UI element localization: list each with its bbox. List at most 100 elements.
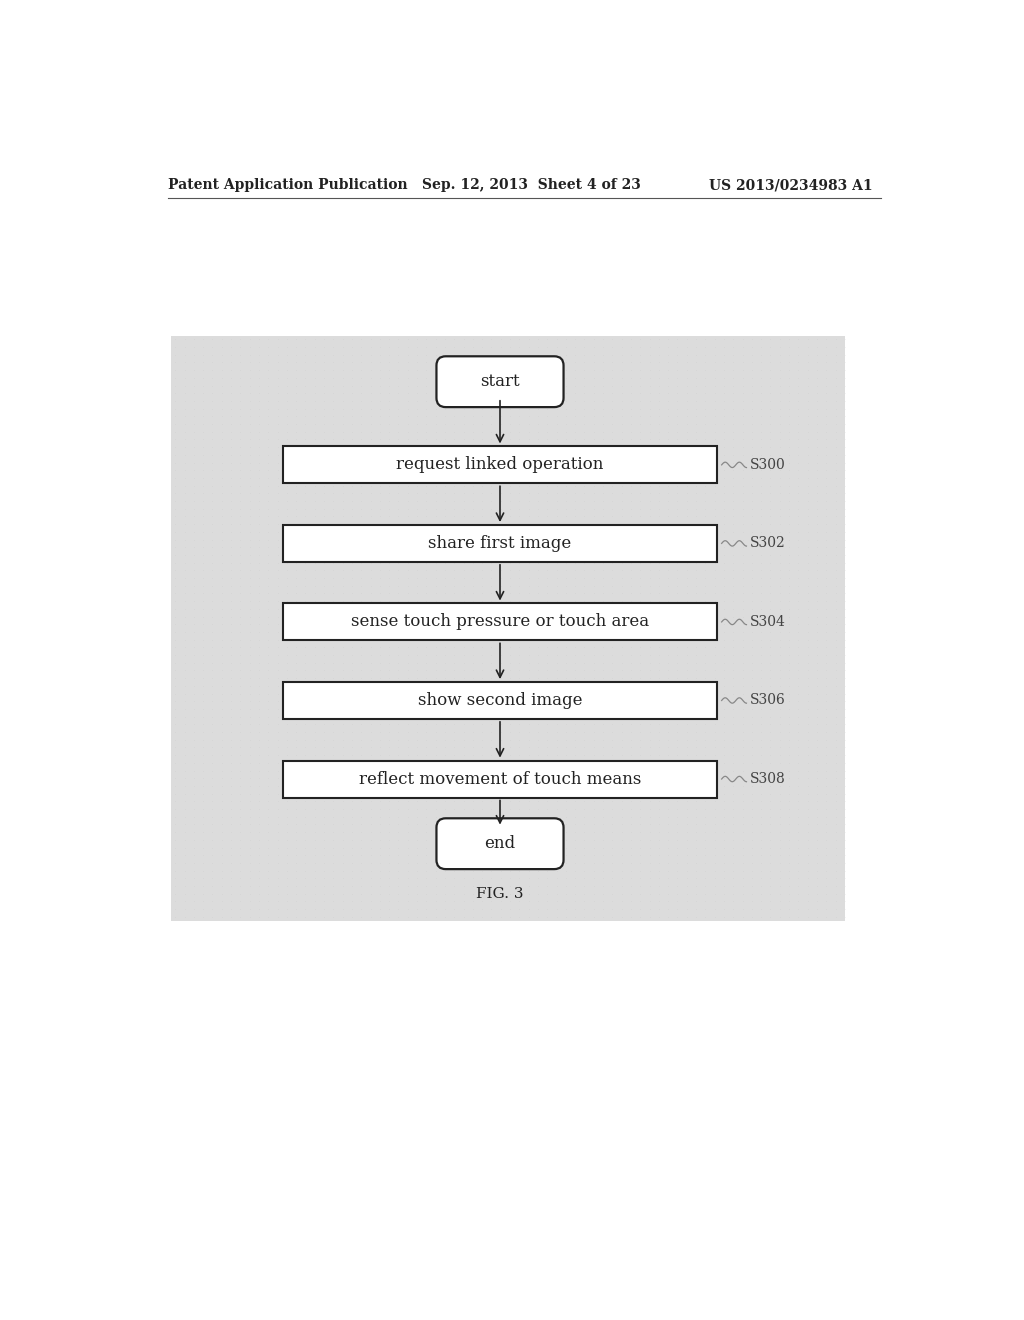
Point [837,537,853,558]
Point [679,907,695,928]
Point [493,752,509,774]
Point [493,690,509,711]
Point [707,729,723,750]
Point [753,521,769,543]
Point [734,622,751,643]
Point [437,853,454,874]
Point [613,682,630,704]
Point [446,644,463,665]
Point [372,521,388,543]
Point [297,690,313,711]
Point [381,576,397,597]
Point [167,807,183,828]
Point [315,783,332,804]
Point [242,544,258,565]
Point [511,352,527,374]
Point [697,614,714,635]
Point [214,483,230,504]
Point [791,706,807,727]
Point [650,837,667,858]
Point [409,729,425,750]
Point [185,421,202,442]
Point [595,652,611,673]
Point [223,907,240,928]
Point [306,814,323,836]
Point [344,883,360,904]
Point [465,752,481,774]
Point [409,891,425,912]
Point [251,630,267,651]
Point [549,544,565,565]
Point [791,907,807,928]
Point [781,359,798,380]
Point [223,682,240,704]
Point [558,768,574,789]
Point [427,636,443,657]
Point [279,568,295,589]
Point [483,375,500,396]
Point [185,513,202,535]
Point [176,660,193,681]
Point [762,760,778,781]
Point [558,630,574,651]
Point [288,498,304,519]
Point [827,907,844,928]
Point [381,682,397,704]
Point [697,861,714,882]
Point [214,775,230,796]
Point [818,760,835,781]
Point [297,682,313,704]
Point [279,521,295,543]
Point [335,521,351,543]
Point [791,552,807,573]
Point [297,560,313,581]
Point [399,421,416,442]
Point [251,783,267,804]
Point [650,506,667,527]
Point [474,821,490,842]
Point [483,590,500,611]
Point [688,521,705,543]
Point [809,829,825,850]
Point [567,552,584,573]
Point [456,598,472,619]
Point [632,737,648,758]
Point [716,506,732,527]
Point [827,737,844,758]
Point [474,560,490,581]
Point [427,606,443,627]
Point [223,459,240,480]
Point [567,845,584,866]
Point [269,783,286,804]
Point [697,421,714,442]
Point [474,706,490,727]
Point [623,491,639,512]
Point [549,451,565,473]
Point [771,853,787,874]
Point [586,845,602,866]
Point [791,359,807,380]
Point [670,437,686,458]
Point [232,375,249,396]
Point [390,437,407,458]
Point [818,752,835,774]
Point [418,399,434,420]
Point [520,590,537,611]
Point [539,768,555,789]
Point [344,760,360,781]
Point [791,883,807,904]
Point [214,475,230,496]
Point [837,383,853,404]
Point [809,652,825,673]
Point [679,421,695,442]
Point [827,560,844,581]
Point [586,445,602,466]
Point [771,722,787,743]
Point [260,644,276,665]
Point [613,791,630,812]
Point [818,768,835,789]
Point [632,437,648,458]
Point [632,783,648,804]
Point [679,537,695,558]
Point [195,375,211,396]
